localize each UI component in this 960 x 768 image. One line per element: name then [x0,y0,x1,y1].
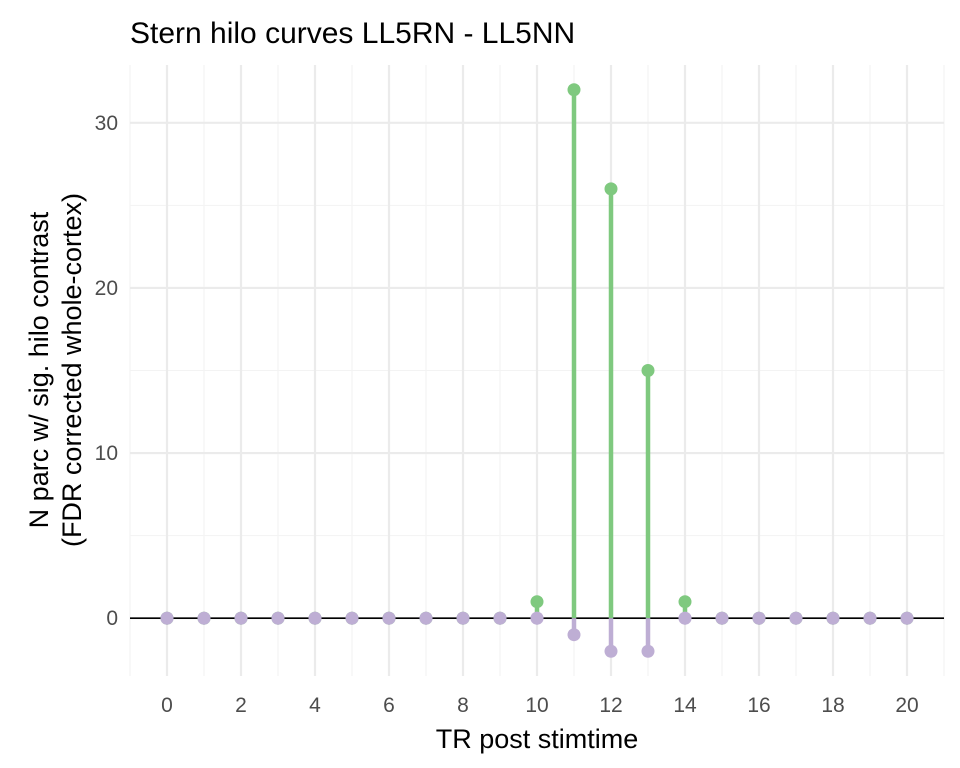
x-tick-label: 16 [747,694,770,717]
x-axis-title: TR post stimtime [436,724,639,754]
series-2-point [271,611,285,625]
y-axis-title-line1: N parc w/ sig. hilo contrast [24,211,54,528]
y-tick-labels: 0 10 20 30 [95,112,118,630]
x-tick-label: 0 [161,694,173,717]
series-2-point [308,611,322,625]
series-2-point [382,611,396,625]
x-tick-label: 4 [309,694,321,717]
series-2-point [234,611,248,625]
series-2-point [567,628,581,642]
series-2-point [678,611,692,625]
y-axis-title-line2: (FDR corrected whole-cortex) [57,193,87,547]
series-2-point [641,644,655,658]
series-2-point [789,611,803,625]
series-2-point [345,611,359,625]
series-2-point [863,611,877,625]
series-2-point [197,611,211,625]
y-tick-label: 20 [95,277,118,300]
series-2-point [752,611,766,625]
series-2-point [493,611,507,625]
y-tick-label: 0 [106,607,118,630]
y-tick-label: 10 [95,442,118,465]
series-2-point [160,611,174,625]
x-tick-label: 14 [673,694,697,717]
series-1-point [641,364,655,377]
series-1-point [678,595,692,609]
series-1-point [530,595,544,609]
x-tick-label: 2 [235,694,247,717]
series-2-point [456,611,470,625]
series-2-point [826,611,840,625]
x-tick-label: 12 [599,694,622,717]
chart-title: Stern hilo curves LL5RN - LL5NN [130,17,575,50]
x-tick-label: 18 [821,694,844,717]
series-1-point [604,182,618,196]
lollipop-points [160,83,914,658]
x-tick-label: 20 [895,694,918,717]
y-tick-label: 30 [95,112,118,135]
series-2-point [419,611,433,625]
x-tick-label: 8 [457,694,469,717]
series-1-point [567,83,581,97]
x-tick-label: 6 [383,694,395,717]
series-2-point [715,611,729,625]
x-tick-labels: 0 2 4 6 8 10 12 14 16 18 20 [161,694,919,717]
series-2-point [604,644,618,658]
series-2-point [900,611,914,625]
series-2-point [530,611,544,625]
x-tick-label: 10 [525,694,548,717]
